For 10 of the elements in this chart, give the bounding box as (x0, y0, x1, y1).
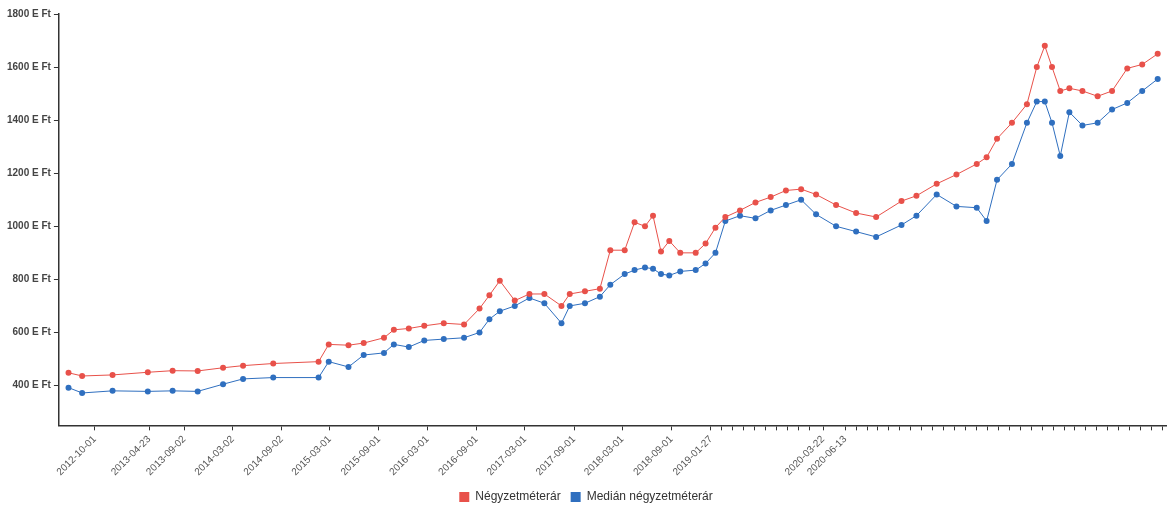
y-tick-label: 1000 E Ft (6, 220, 52, 232)
y-tick-label: 1400 E Ft (6, 113, 52, 125)
y-tick-label: 600 E Ft (12, 326, 52, 338)
legend-label: Négyzetméterár (475, 489, 561, 504)
y-tick-label: 400 E Ft (12, 379, 52, 391)
legend-label: Medián négyzetméterár (586, 489, 713, 504)
y-tick-label: 1800 E Ft (6, 7, 52, 19)
y-tick-label: 1600 E Ft (6, 60, 52, 72)
y-tick-label: 800 E Ft (12, 273, 52, 285)
y-tick-label: 1200 E Ft (6, 166, 52, 178)
